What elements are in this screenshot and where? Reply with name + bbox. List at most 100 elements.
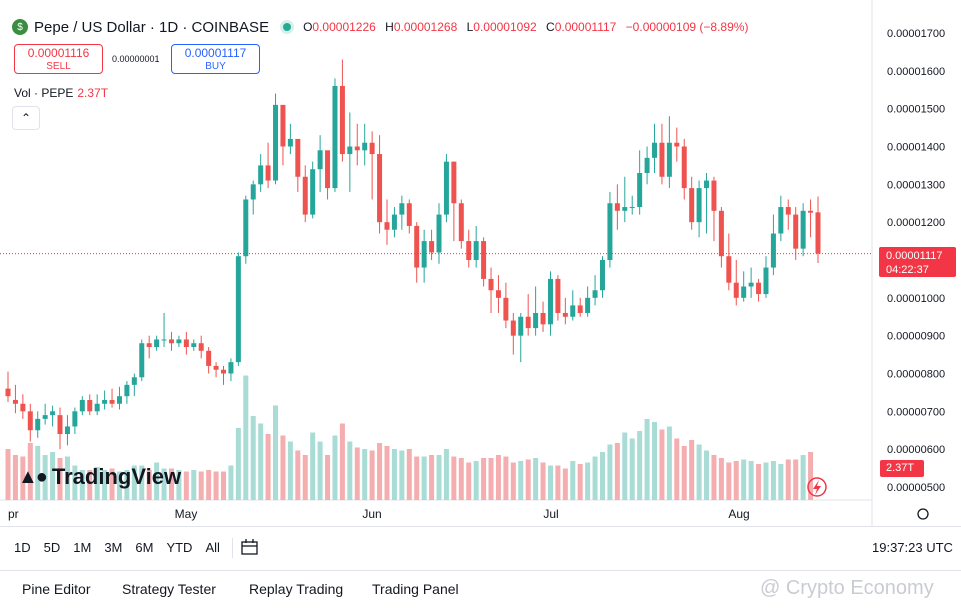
volume-bar <box>510 462 516 500</box>
y-tick-label: 0.00001000 <box>887 293 945 305</box>
volume-bar <box>72 465 78 500</box>
candle-body <box>466 241 472 260</box>
candle-body <box>258 165 264 185</box>
candle-body <box>808 210 814 213</box>
buy-button[interactable]: 0.00001117 BUY <box>171 44 260 74</box>
candle-body <box>666 142 672 177</box>
tab-pine-editor[interactable]: Pine Editor <box>22 581 91 597</box>
range-1d[interactable]: 1D <box>14 540 31 555</box>
candle-body <box>607 203 613 260</box>
candle-body <box>57 415 63 435</box>
volume-bar <box>495 455 501 500</box>
candle-body <box>146 343 152 348</box>
candle-body <box>317 150 323 170</box>
volume-bar <box>94 467 100 500</box>
volume-bar <box>429 455 435 500</box>
chevron-up-icon[interactable]: ⌃ <box>12 106 40 130</box>
volume-bar <box>273 405 279 500</box>
volume-bar <box>644 419 650 500</box>
y-tick-label: 0.00000700 <box>887 406 945 418</box>
volume-bar <box>473 461 479 500</box>
lightning-icon <box>807 477 827 497</box>
volume-bar <box>235 428 241 500</box>
candle-body <box>131 377 137 385</box>
candle-body <box>384 222 390 230</box>
range-6m[interactable]: 6M <box>135 540 154 555</box>
candle-body <box>770 233 776 268</box>
candle-body <box>503 297 509 321</box>
range-3m[interactable]: 3M <box>104 540 123 555</box>
date-range-icon[interactable] <box>240 538 260 556</box>
tab-trading-panel[interactable]: Trading Panel <box>372 581 459 597</box>
tab-replay-trading[interactable]: Replay Trading <box>249 581 344 597</box>
volume-bar <box>406 449 412 500</box>
volume-bar <box>57 458 63 500</box>
candle-body <box>562 312 568 317</box>
candle-body <box>64 426 70 435</box>
volume-bar <box>547 465 553 500</box>
volume-bar <box>585 462 591 500</box>
range-all[interactable]: All <box>205 540 220 555</box>
volume-bar <box>317 441 323 500</box>
volume-bar <box>377 443 383 500</box>
volume-bar <box>27 443 33 500</box>
volume-bar <box>652 422 658 500</box>
volume-bar <box>295 450 301 500</box>
volume-bar <box>800 455 806 500</box>
y-tick-label: 0.00000900 <box>887 331 945 343</box>
range-5d[interactable]: 5D <box>43 540 61 555</box>
candle-body <box>332 85 338 189</box>
candle-body <box>176 339 182 344</box>
volume-bar <box>733 461 739 500</box>
volume-bar <box>629 438 635 500</box>
candle-body <box>191 343 197 348</box>
volume-bar <box>436 455 442 500</box>
y-tick-label: 0.00001200 <box>887 217 945 229</box>
volume-bar <box>243 375 249 500</box>
candle-body <box>20 403 26 412</box>
volume-bar <box>592 456 598 500</box>
volume-bar <box>718 458 724 500</box>
candle-body <box>102 399 108 404</box>
utc-clock[interactable]: 19:37:23 UTC <box>872 540 953 555</box>
volume-bar <box>562 468 568 500</box>
volume-bar <box>726 462 732 500</box>
candle-body <box>711 180 717 211</box>
price-chart[interactable]: 0.00001700 0.00001600 0.00001500 0.00001400… <box>0 0 961 526</box>
candle-body <box>718 210 724 257</box>
candle-body <box>414 225 420 268</box>
candle-body <box>154 339 160 348</box>
volume-bar <box>481 458 487 500</box>
volume-bar <box>599 452 605 500</box>
candle-body <box>592 290 598 298</box>
candle-body <box>72 411 78 427</box>
x-tick-label: pr <box>8 507 19 521</box>
volume-bar <box>183 471 189 500</box>
volume-bar <box>20 456 26 500</box>
volume-legend[interactable]: Vol · PEPE 2.37T <box>14 86 109 100</box>
range-ytd[interactable]: YTD <box>166 540 193 555</box>
spread-value: 0.00000001 <box>112 54 160 64</box>
candle-body <box>555 278 561 313</box>
tab-strategy-tester[interactable]: Strategy Tester <box>122 581 216 597</box>
symbol-title[interactable]: Pepe / US Dollar · 1D · COINBASE <box>34 18 270 36</box>
candle-body <box>785 207 791 215</box>
sell-button[interactable]: 0.00001116 SELL <box>14 44 103 74</box>
candle-body <box>570 305 576 317</box>
volume-bar <box>64 456 70 500</box>
candle-body <box>763 267 769 295</box>
volume-bar <box>659 429 665 500</box>
volume-bar <box>785 459 791 500</box>
watermark: @ Crypto Economy <box>760 577 934 599</box>
settings-icon <box>917 508 929 520</box>
candle-body <box>265 165 271 181</box>
candle-body <box>87 399 93 412</box>
candle-body <box>458 203 464 242</box>
candle-body <box>547 278 553 325</box>
candle-body <box>5 388 11 397</box>
volume-bar <box>302 455 308 500</box>
range-1m[interactable]: 1M <box>73 540 92 555</box>
candle-body <box>183 339 189 348</box>
tradingview-logo[interactable]: ▲● TradingView <box>18 464 182 489</box>
volume-bar <box>466 462 472 500</box>
